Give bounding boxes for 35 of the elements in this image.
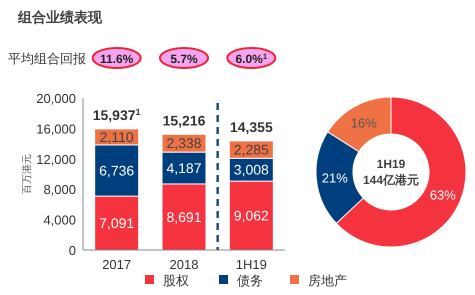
text: 144亿港元 [362,173,420,187]
x-tick-label: 1H19 [236,257,267,272]
x-tick-label: 2018 [170,257,198,272]
legend-label: 股权 [163,273,189,288]
data-label: 3,008 [234,162,270,178]
y-tick-label: 12,000 [36,152,76,167]
text: 6.0%$^{1}$ [235,52,268,66]
y-tick-label: 4,000 [43,212,76,228]
legend-label: 房地产 [308,273,347,288]
y-tick-label: 16,000 [36,121,76,136]
data-label: 63% [430,187,456,202]
y-axis-title: 百万港元 [21,154,33,194]
data-label: 8,691 [166,208,202,225]
total-label: 15,216 [162,112,206,128]
y-tick-label: 20,000 [36,91,76,106]
text: 平均组合回报 [8,51,86,66]
data-label: 2,110 [100,128,134,145]
legend-label: 债务 [237,273,263,288]
data-label: 2,338 [166,135,202,152]
total-label: 14,355 [230,118,273,135]
data-label: 21% [322,170,348,186]
text: 5.7% [170,52,198,66]
y-tick-label: 0 [68,243,76,258]
text: 1H19 [376,157,406,171]
data-label: 16% [350,115,378,130]
data-label: 7,091 [99,215,134,232]
data-label: 9,062 [234,208,270,224]
data-label: 2,285 [234,142,270,158]
data-label: 6,736 [99,162,134,179]
x-tick-label: 2017 [102,257,132,272]
chart-title: 组合业绩表现 [17,9,103,25]
text: 11.6% [100,52,134,66]
y-tick-label: 8,000 [43,182,76,198]
total-label: 15,937$^{1}$ [92,106,141,123]
data-label: 4,187 [166,160,202,176]
